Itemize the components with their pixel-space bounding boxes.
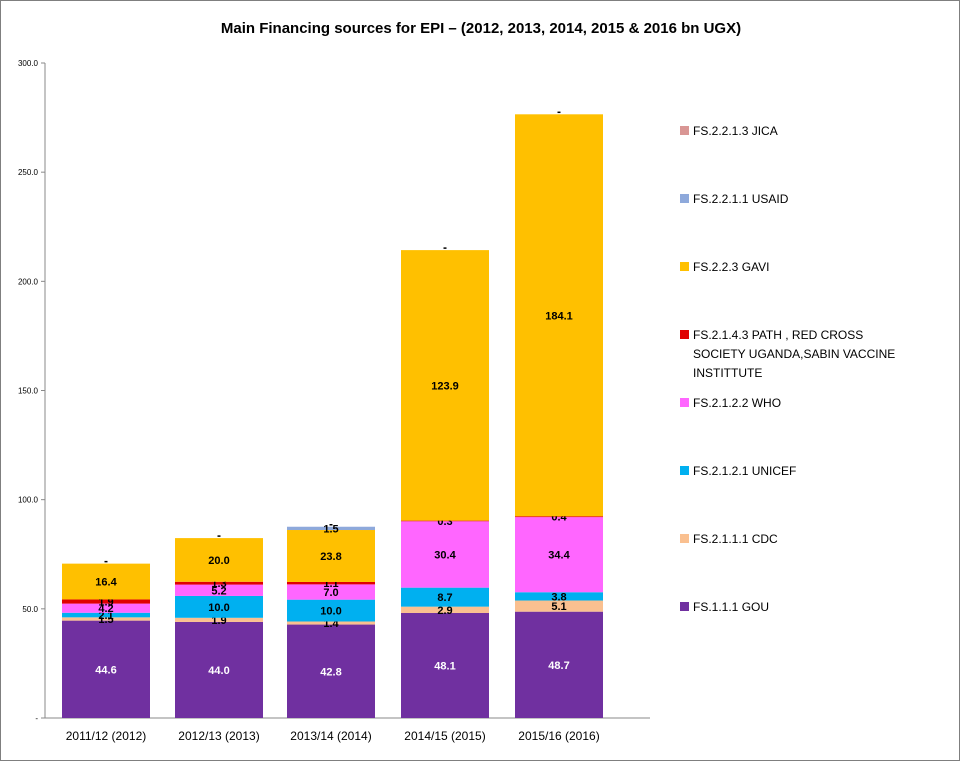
x-tick-label: 2015/16 (2016) — [518, 729, 599, 743]
data-label: 8.7 — [437, 592, 452, 604]
bar-segment — [175, 617, 263, 622]
bar-segment — [287, 526, 375, 531]
bar-segment — [287, 624, 375, 718]
y-tick-label: 50.0 — [22, 605, 38, 614]
bar-segment — [175, 538, 263, 582]
bar-segment — [287, 621, 375, 625]
legend-entry: FS.2.1.2.2 WHO — [693, 396, 781, 410]
data-label: 1.9 — [98, 597, 113, 609]
legend-entry: FS.2.2.1.1 USAID — [693, 192, 789, 206]
legend-entry: FS.2.1.4.3 PATH , RED CROSS — [693, 328, 863, 342]
axes: - 50.0 100.0 150.0 200.0 250.0 300.0 2011/12 (2… — [18, 59, 650, 743]
bar-segment — [62, 612, 150, 618]
legend-swatch — [680, 126, 689, 135]
legend-swatch — [680, 534, 689, 543]
legend-swatch — [680, 398, 689, 407]
data-label: 1.9 — [211, 615, 226, 627]
data-label: 3.8 — [551, 591, 566, 603]
chart-title: Main Financing sources for EPI – (2012, … — [220, 20, 742, 37]
legend-entry: FS.2.1.1.1 CDC — [693, 532, 778, 546]
legend-swatch — [680, 602, 689, 611]
bar-segment — [401, 606, 489, 613]
bar-segment — [175, 595, 263, 618]
data-label: 5.2 — [211, 585, 226, 597]
bar-segment — [175, 581, 263, 585]
bar-segment — [287, 584, 375, 600]
bar-segment — [62, 620, 150, 718]
data-label: 123.9 — [431, 380, 459, 392]
data-label: 184.1 — [545, 310, 573, 322]
bar-segment — [175, 584, 263, 596]
legend-entry: FS.2.2.1.3 JICA — [693, 124, 778, 138]
data-label: 30.4 — [434, 549, 456, 561]
x-tick-label: 2014/15 (2015) — [404, 729, 485, 743]
data-label: 44.6 — [95, 664, 116, 676]
y-tick-label: 200.0 — [18, 277, 39, 286]
y-tick-label: - — [35, 714, 38, 723]
bar-segment — [62, 617, 150, 621]
data-label: 4.2 — [98, 603, 113, 615]
data-label: 48.7 — [548, 660, 569, 672]
bar-segment — [62, 599, 150, 604]
data-label: 34.4 — [548, 550, 570, 562]
data-label: 7.0 — [323, 587, 338, 599]
data-label: 48.1 — [434, 660, 455, 672]
data-label: 10.0 — [320, 606, 341, 618]
bar-segment — [287, 599, 375, 622]
bars: 44.6 44.0 42.8 48.1 48.71.5 1.9 1.42.9 5.12.110… — [62, 111, 603, 718]
bar-segment — [515, 592, 603, 601]
bar-segment — [401, 520, 489, 522]
data-label: 16.4 — [95, 577, 117, 589]
bar-segment — [401, 587, 489, 607]
bar-segment — [401, 521, 489, 588]
legend-entry: SOCIETY UGANDA,SABIN VACCINE — [693, 347, 895, 361]
legend-swatch — [680, 466, 689, 475]
x-tick-label: 2011/12 (2012) — [66, 729, 147, 743]
y-tick-label: 100.0 — [18, 496, 39, 505]
bar-segment — [62, 603, 150, 613]
bar-segment — [175, 621, 263, 718]
legend-entry: INSTITTUTE — [693, 366, 762, 380]
data-label: 10.0 — [208, 602, 229, 614]
data-label: 20.0 — [208, 555, 229, 567]
bar-segment — [515, 600, 603, 612]
y-tick-label: 250.0 — [18, 168, 39, 177]
data-label: 2.9 — [437, 605, 452, 617]
bar-segment — [515, 114, 603, 517]
legend-entry: FS.2.2.3 GAVI — [693, 260, 769, 274]
data-label: 2.1 — [98, 610, 113, 622]
data-label: 5.1 — [551, 601, 566, 613]
legend-entry: FS.2.1.2.1 UNICEF — [693, 464, 796, 478]
x-tick-label: 2012/13 (2013) — [178, 729, 259, 743]
legend-entry: FS.1.1.1 GOU — [693, 600, 769, 614]
bar-segment — [401, 250, 489, 521]
bar-segment — [515, 517, 603, 593]
legend: FS.2.2.1.3 JICA FS.2.2.1.1 USAID FS.2.2.3 … — [680, 124, 895, 614]
bar-segment — [287, 530, 375, 582]
data-label: 1.5 — [323, 523, 338, 535]
bar-segment — [515, 611, 603, 718]
bar-segment — [515, 516, 603, 518]
legend-swatch — [680, 262, 689, 271]
bar-segment — [62, 563, 150, 600]
legend-swatch — [680, 330, 689, 339]
bar-segment — [401, 612, 489, 718]
y-tick-label: 150.0 — [18, 387, 39, 396]
x-tick-label: 2013/14 (2014) — [290, 729, 371, 743]
legend-swatch — [680, 194, 689, 203]
y-tick-label: 300.0 — [18, 59, 39, 68]
data-label: 44.0 — [208, 665, 229, 677]
data-label: 42.8 — [320, 666, 341, 678]
data-label: 23.8 — [320, 551, 341, 563]
bar-segment — [287, 581, 375, 585]
